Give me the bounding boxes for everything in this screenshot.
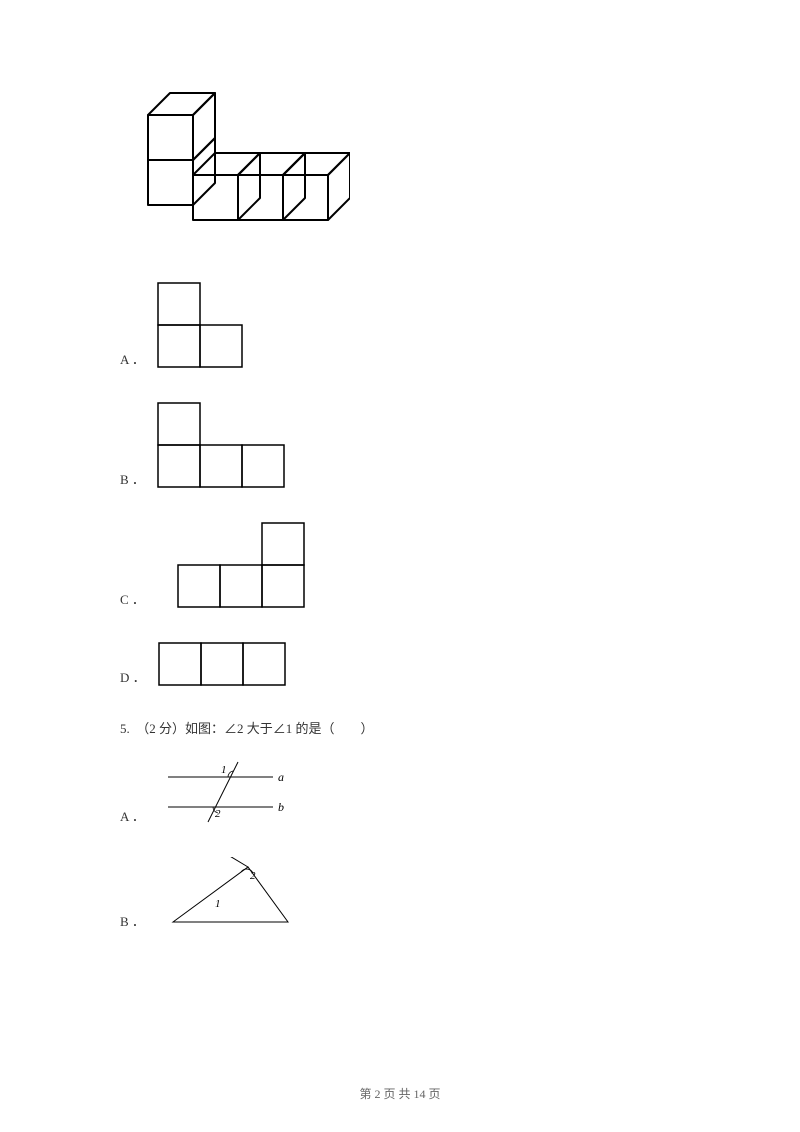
option-d-label: D ． <box>120 667 146 688</box>
page-footer: 第 2 页 共 14 页 <box>0 1085 800 1102</box>
line-b-label: b <box>278 800 284 814</box>
cube-3d-svg <box>120 80 350 240</box>
q5-option-a-label: A ． <box>120 806 145 827</box>
q5-option-b-figure: 2 1 <box>153 857 303 932</box>
option-d-row: D ． <box>120 640 680 688</box>
option-b-row: B ． <box>120 400 680 490</box>
angle-1-label-b: 1 <box>215 898 221 910</box>
option-c-figure <box>153 520 318 610</box>
q5-option-a-figure: 1 a 2 b <box>153 757 303 827</box>
option-b-label: B ． <box>120 469 145 490</box>
q5-option-b-label: B ． <box>120 911 145 932</box>
option-d-figure <box>154 640 299 688</box>
cube-3d-figure <box>120 80 680 240</box>
line-a-label: a <box>278 770 284 784</box>
question-5-text: 5. （2 分）如图：∠2 大于∠1 的是（ ） <box>120 718 680 737</box>
option-c-row: C ． <box>120 520 680 610</box>
angle-2-label: 2 <box>215 808 221 820</box>
q5-option-b-row: B ． 2 1 <box>120 857 680 932</box>
option-a-figure <box>153 280 253 370</box>
option-a-row: A ． <box>120 280 680 370</box>
option-b-figure <box>153 400 298 490</box>
option-a-label: A ． <box>120 349 145 370</box>
angle-2-label-b: 2 <box>250 870 256 882</box>
option-c-label: C ． <box>120 589 145 610</box>
q5-option-a-row: A ． 1 a 2 b <box>120 757 680 827</box>
angle-1-label: 1 <box>221 764 227 776</box>
